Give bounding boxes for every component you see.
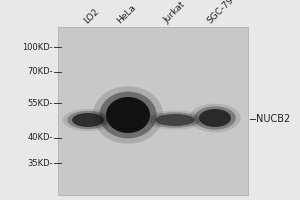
Ellipse shape — [67, 111, 109, 129]
Text: NUCB2: NUCB2 — [256, 114, 290, 124]
Text: Jurkat: Jurkat — [162, 0, 187, 25]
Ellipse shape — [155, 114, 195, 126]
Text: 40KD-: 40KD- — [28, 134, 53, 142]
Text: 35KD-: 35KD- — [27, 158, 53, 168]
Text: 55KD-: 55KD- — [28, 98, 53, 108]
Ellipse shape — [93, 86, 163, 144]
Bar — [58, 27, 248, 195]
Text: 70KD-: 70KD- — [27, 68, 53, 76]
Ellipse shape — [194, 106, 236, 130]
Ellipse shape — [149, 112, 201, 128]
Ellipse shape — [199, 109, 231, 127]
Text: HeLa: HeLa — [115, 2, 137, 25]
Ellipse shape — [143, 110, 207, 130]
Ellipse shape — [62, 109, 114, 131]
Ellipse shape — [99, 92, 157, 138]
Text: 100KD-: 100KD- — [22, 43, 53, 51]
Ellipse shape — [189, 104, 241, 132]
Ellipse shape — [106, 97, 150, 133]
Ellipse shape — [72, 113, 104, 127]
Text: SGC-7901: SGC-7901 — [205, 0, 243, 25]
Text: LO2: LO2 — [82, 6, 100, 25]
